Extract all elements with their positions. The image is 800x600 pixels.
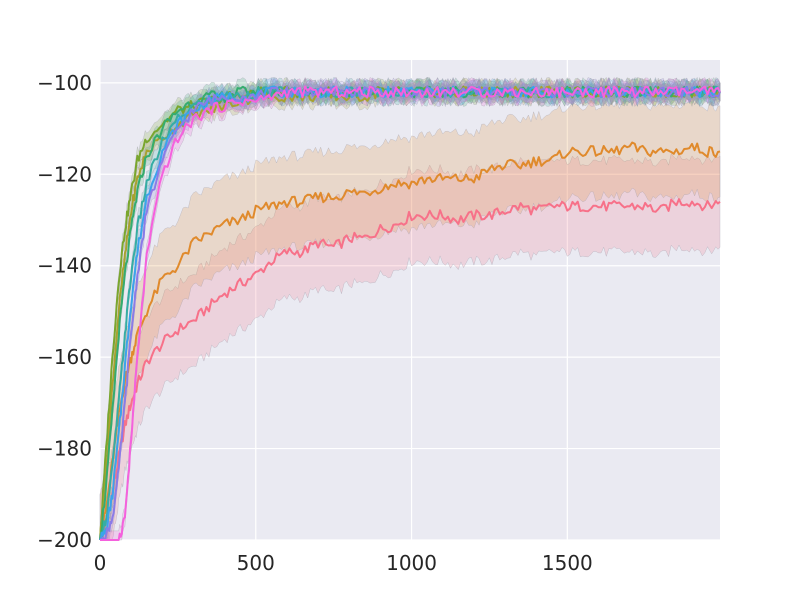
- series-lines: [99, 85, 721, 541]
- series-7-line: [99, 85, 721, 541]
- y-tick-label: −120: [37, 162, 92, 186]
- y-tick-label: −180: [37, 437, 92, 461]
- y-axis-tick-labels: −200 −180 −160 −140 −120 −100: [37, 71, 92, 552]
- series-8-line: [100, 85, 721, 541]
- x-tick-label: 0: [94, 551, 107, 575]
- y-tick-label: −200: [37, 528, 92, 552]
- x-tick-label: 1500: [542, 551, 593, 575]
- y-tick-label: −160: [37, 345, 92, 369]
- x-tick-label: 500: [237, 551, 275, 575]
- series-1-line: [99, 141, 721, 541]
- y-tick-label: −140: [37, 254, 92, 278]
- x-axis-tick-labels: 0 500 1000 1500: [94, 551, 593, 575]
- x-tick-label: 1000: [386, 551, 437, 575]
- series-0-band: [99, 152, 721, 541]
- series-0-line: [99, 198, 721, 541]
- y-tick-label: −100: [37, 71, 92, 95]
